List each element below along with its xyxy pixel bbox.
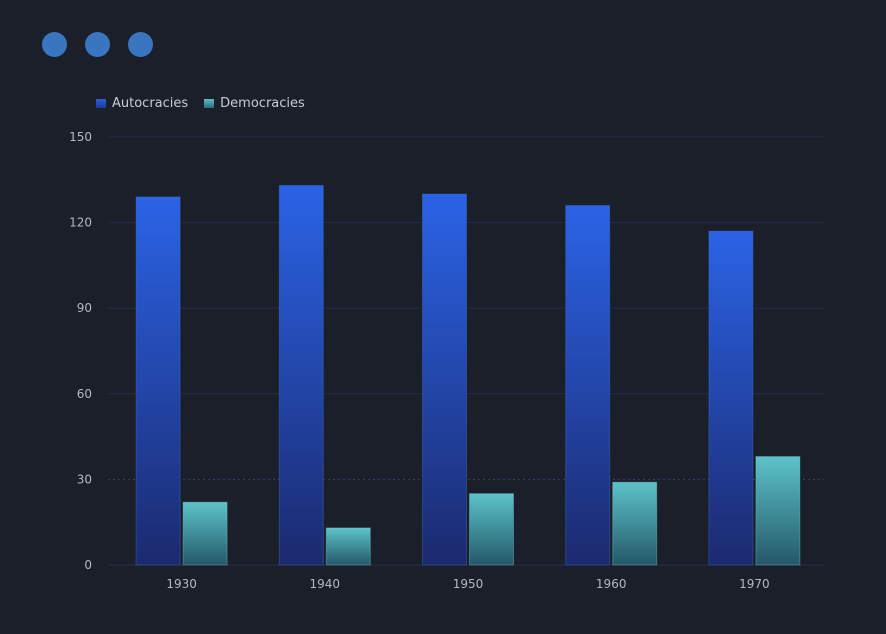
y-tick-label: 30 — [77, 472, 92, 486]
window-dot-2[interactable] — [85, 32, 110, 57]
bar-democracies-1960[interactable] — [612, 481, 658, 566]
x-tick-label: 1970 — [739, 577, 770, 591]
window-dot-1[interactable] — [42, 32, 67, 57]
legend-swatch-autocracies — [96, 99, 106, 108]
bar-democracies-1940[interactable] — [325, 527, 371, 566]
bar-democracies-1970[interactable] — [755, 456, 801, 566]
y-tick-label: 0 — [84, 558, 92, 572]
bar-autocracies-1950[interactable] — [422, 193, 467, 566]
bar-autocracies-1960[interactable] — [565, 204, 611, 566]
y-tick-label: 150 — [69, 130, 92, 144]
x-tick-label: 1950 — [453, 577, 484, 591]
bar-democracies-1930[interactable] — [182, 501, 228, 566]
legend-item-autocracies[interactable]: Autocracies — [96, 96, 188, 111]
x-axis-ticks: 1930 1940 1950 1960 1970 — [166, 577, 769, 591]
legend-item-democracies[interactable]: Democracies — [204, 96, 305, 111]
x-tick-label: 1960 — [596, 577, 627, 591]
window-dot-3[interactable] — [128, 32, 153, 57]
bar-autocracies-1930[interactable] — [135, 196, 181, 566]
bars — [135, 185, 801, 566]
y-tick-label: 120 — [69, 216, 92, 230]
legend-label-autocracies: Autocracies — [112, 96, 189, 111]
y-tick-label: 60 — [77, 387, 92, 401]
x-tick-label: 1940 — [310, 577, 341, 591]
y-tick-label: 90 — [77, 301, 92, 315]
bar-democracies-1950[interactable] — [469, 493, 514, 566]
legend-swatch-democracies — [204, 99, 215, 108]
chart-legend: Autocracies Democracies — [96, 96, 305, 111]
x-tick-label: 1930 — [166, 577, 197, 591]
window-dots — [42, 32, 153, 57]
legend-label-democracies: Democracies — [220, 96, 305, 111]
bar-autocracies-1970[interactable] — [708, 230, 754, 566]
y-axis-ticks: 0 30 60 90 120 150 — [69, 130, 92, 572]
bar-autocracies-1940[interactable] — [278, 185, 324, 566]
